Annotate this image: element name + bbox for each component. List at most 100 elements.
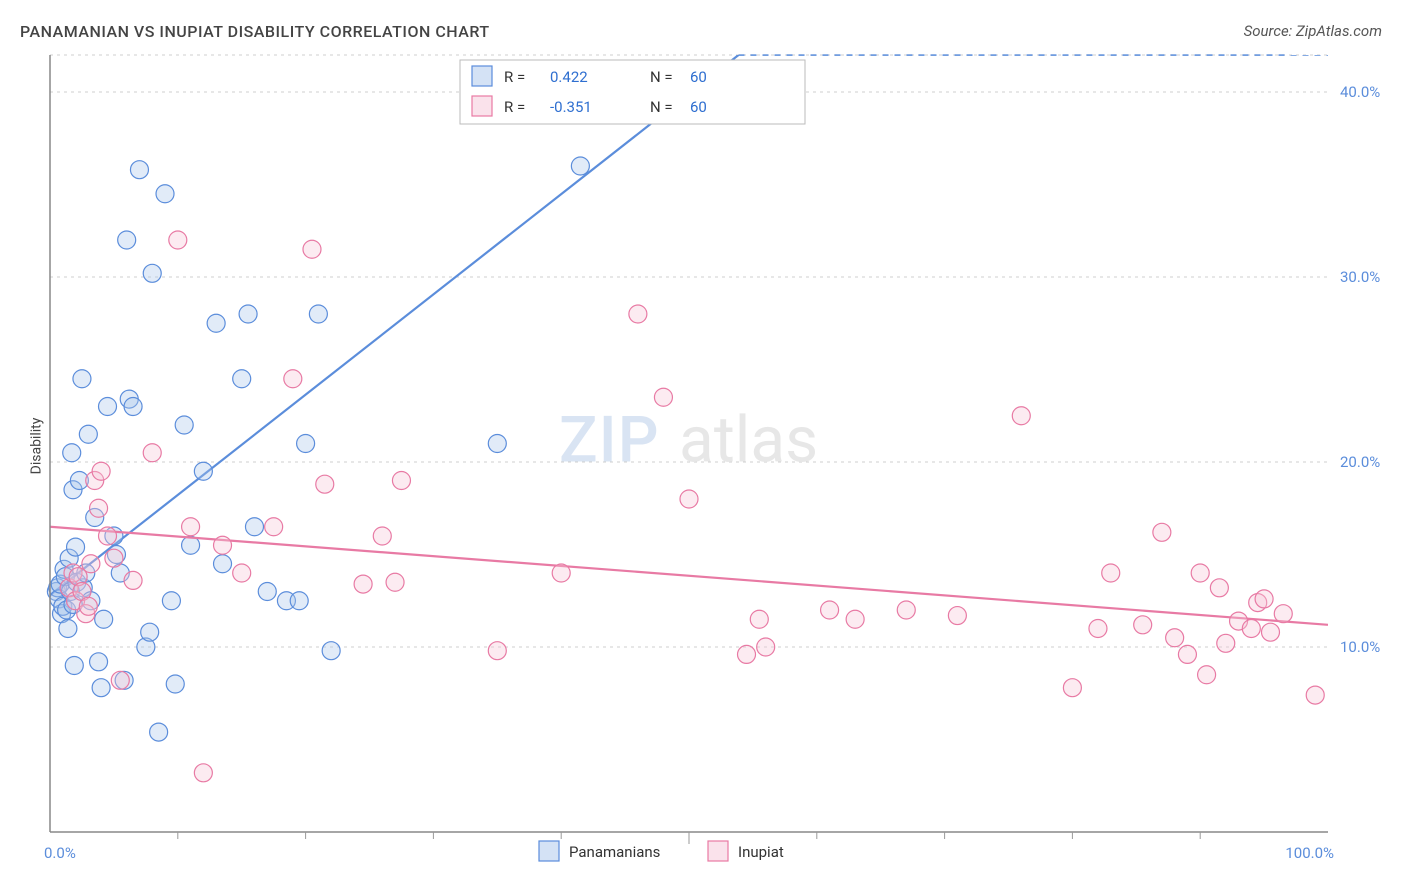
data-point <box>182 518 200 536</box>
data-point <box>143 444 161 462</box>
data-point <box>207 314 225 332</box>
data-point <box>654 388 672 406</box>
data-point <box>99 527 117 545</box>
data-point <box>194 764 212 782</box>
data-point <box>897 601 915 619</box>
data-point <box>552 564 570 582</box>
data-point <box>59 620 77 638</box>
data-point <box>150 723 168 741</box>
data-point <box>92 679 110 697</box>
data-point <box>757 638 775 656</box>
legend-swatch <box>539 841 559 861</box>
data-point <box>821 601 839 619</box>
data-point <box>194 462 212 480</box>
data-point <box>233 370 251 388</box>
data-point <box>82 555 100 573</box>
data-point <box>214 555 232 573</box>
legend-swatch <box>708 841 728 861</box>
data-point <box>750 610 768 628</box>
y-tick-label: 30.0% <box>1340 268 1380 286</box>
data-point <box>309 305 327 323</box>
data-point <box>175 416 193 434</box>
legend-n-label: N = <box>650 68 673 86</box>
data-point <box>386 573 404 591</box>
data-point <box>1242 620 1260 638</box>
data-point <box>169 231 187 249</box>
scatter-chart: ZIP atlas 10.0% 20.0% 30.0% 40.0% 0.0% 100.0% R … <box>0 0 1406 892</box>
data-point <box>392 472 410 490</box>
data-point <box>571 157 589 175</box>
data-point <box>284 370 302 388</box>
data-point <box>141 623 159 641</box>
data-point <box>143 264 161 282</box>
data-point <box>1261 623 1279 641</box>
data-point <box>1166 629 1184 647</box>
legend-n-value: 60 <box>690 68 707 86</box>
data-point <box>1306 686 1324 704</box>
legend-swatch <box>472 96 492 116</box>
data-point <box>303 240 321 258</box>
data-point <box>1210 579 1228 597</box>
legend-series-label: Inupiat <box>738 843 784 861</box>
y-tick-label: 40.0% <box>1340 83 1380 101</box>
x-tick-label: 0.0% <box>44 844 76 862</box>
watermark: atlas <box>679 403 818 478</box>
watermark: ZIP <box>559 403 660 478</box>
data-point <box>90 499 108 517</box>
data-point <box>846 610 864 628</box>
y-tick-label: 20.0% <box>1340 453 1380 471</box>
data-point <box>738 645 756 663</box>
data-point <box>1102 564 1120 582</box>
data-point <box>67 538 85 556</box>
legend-r-value: 0.422 <box>550 68 588 86</box>
data-point <box>1198 666 1216 684</box>
data-point <box>680 490 698 508</box>
data-point <box>73 370 91 388</box>
data-point <box>1134 616 1152 634</box>
legend-swatch <box>472 66 492 86</box>
data-point <box>322 642 340 660</box>
data-point <box>297 435 315 453</box>
data-point <box>239 305 257 323</box>
data-point <box>373 527 391 545</box>
legend-r-label: R = <box>504 98 525 116</box>
legend-n-value: 60 <box>690 98 707 116</box>
data-point <box>316 475 334 493</box>
data-point <box>1191 564 1209 582</box>
data-point <box>258 583 276 601</box>
x-tick-label: 100.0% <box>1285 844 1334 862</box>
data-point <box>290 592 308 610</box>
data-point <box>245 518 263 536</box>
data-point <box>948 607 966 625</box>
data-point <box>105 549 123 567</box>
data-point <box>65 657 83 675</box>
legend-n-label: N = <box>650 98 673 116</box>
data-point <box>124 571 142 589</box>
data-point <box>130 161 148 179</box>
data-point <box>79 597 97 615</box>
data-point <box>488 642 506 660</box>
data-point <box>90 653 108 671</box>
data-point <box>1255 590 1273 608</box>
legend-r-label: R = <box>504 68 525 86</box>
data-point <box>1178 645 1196 663</box>
y-tick-label: 10.0% <box>1340 638 1380 656</box>
data-point <box>1012 407 1030 425</box>
data-point <box>1089 620 1107 638</box>
data-point <box>1217 634 1235 652</box>
trend-line <box>50 55 739 595</box>
data-point <box>233 564 251 582</box>
data-point <box>124 398 142 416</box>
data-point <box>99 398 117 416</box>
data-point <box>156 185 174 203</box>
data-point <box>118 231 136 249</box>
data-point <box>1063 679 1081 697</box>
data-point <box>63 444 81 462</box>
data-point <box>265 518 283 536</box>
data-point <box>92 462 110 480</box>
data-point <box>1153 523 1171 541</box>
data-point <box>629 305 647 323</box>
data-point <box>214 536 232 554</box>
data-point <box>162 592 180 610</box>
data-point <box>1274 605 1292 623</box>
